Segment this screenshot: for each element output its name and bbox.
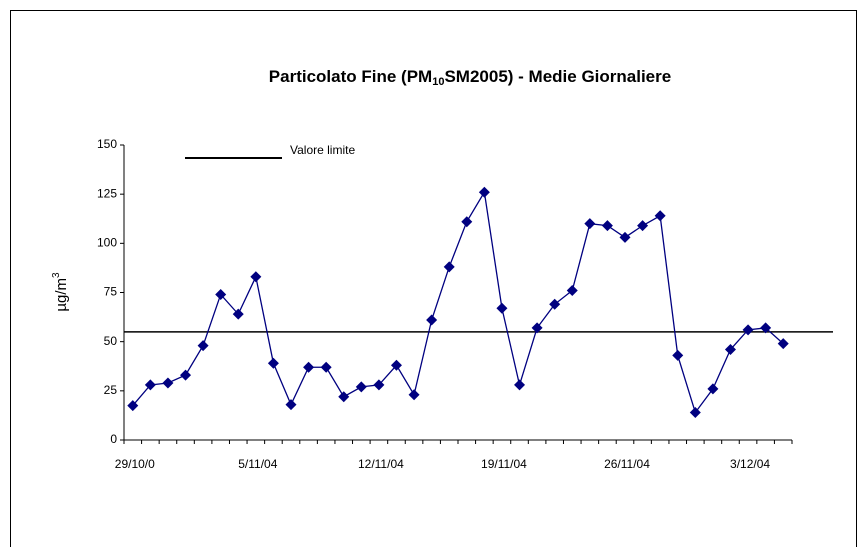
data-marker [127,400,139,412]
data-marker [707,383,719,395]
data-marker [443,261,455,273]
x-tick-label: 5/11/04 [238,457,277,471]
data-marker [320,361,332,373]
data-marker [180,369,192,381]
data-marker [672,349,684,361]
data-marker [549,298,561,310]
data-marker [478,186,490,198]
data-marker [619,231,631,243]
data-marker [250,271,262,283]
x-tick-label: 29/10/0 [115,457,155,471]
y-tick-label: 100 [97,236,117,250]
data-marker [144,379,156,391]
data-marker [232,308,244,320]
legend-label: Valore limite [290,143,355,157]
x-tick-label: 19/11/04 [481,457,527,471]
data-marker [584,218,596,230]
y-label-superscript: 3 [51,272,62,278]
data-marker [601,220,613,232]
data-marker [355,381,367,393]
data-marker [531,322,543,334]
x-tick-label: 3/12/04 [730,457,770,471]
data-marker [654,210,666,222]
data-marker [285,399,297,411]
data-marker [689,406,701,418]
data-marker [777,338,789,350]
title-text: SM2005) - Medie Giornaliere [444,67,671,86]
data-marker [390,359,402,371]
y-tick-label: 125 [97,186,117,200]
data-marker [742,324,754,336]
data-marker [566,285,578,297]
y-tick-label: 150 [97,137,117,151]
data-marker [338,391,350,403]
data-marker [724,344,736,356]
title-text: Particolato Fine (PM [269,67,432,86]
x-tick-label: 12/11/04 [358,457,404,471]
title-subscript: 10 [432,76,444,88]
data-marker [496,302,508,314]
data-marker [461,216,473,228]
y-label-text: µg/m [53,278,70,312]
chart-frame [10,10,857,547]
data-marker [637,220,649,232]
data-marker [760,322,772,334]
y-tick-label: 0 [110,432,117,446]
x-tick-label: 26/11/04 [604,457,650,471]
data-marker [514,379,526,391]
data-marker [215,288,227,300]
data-marker [197,340,209,352]
data-marker [373,379,385,391]
series-line [132,190,784,414]
chart-title: Particolato Fine (PM10SM2005) - Medie Gi… [269,67,671,87]
y-tick-label: 75 [104,285,118,299]
y-axis-label: µg/m3 [51,272,70,312]
data-marker [408,389,420,401]
data-marker [426,314,438,326]
data-marker [303,361,315,373]
y-tick-label: 25 [104,383,118,397]
data-marker [267,357,279,369]
data-marker [162,377,174,389]
y-tick-label: 50 [104,334,118,348]
